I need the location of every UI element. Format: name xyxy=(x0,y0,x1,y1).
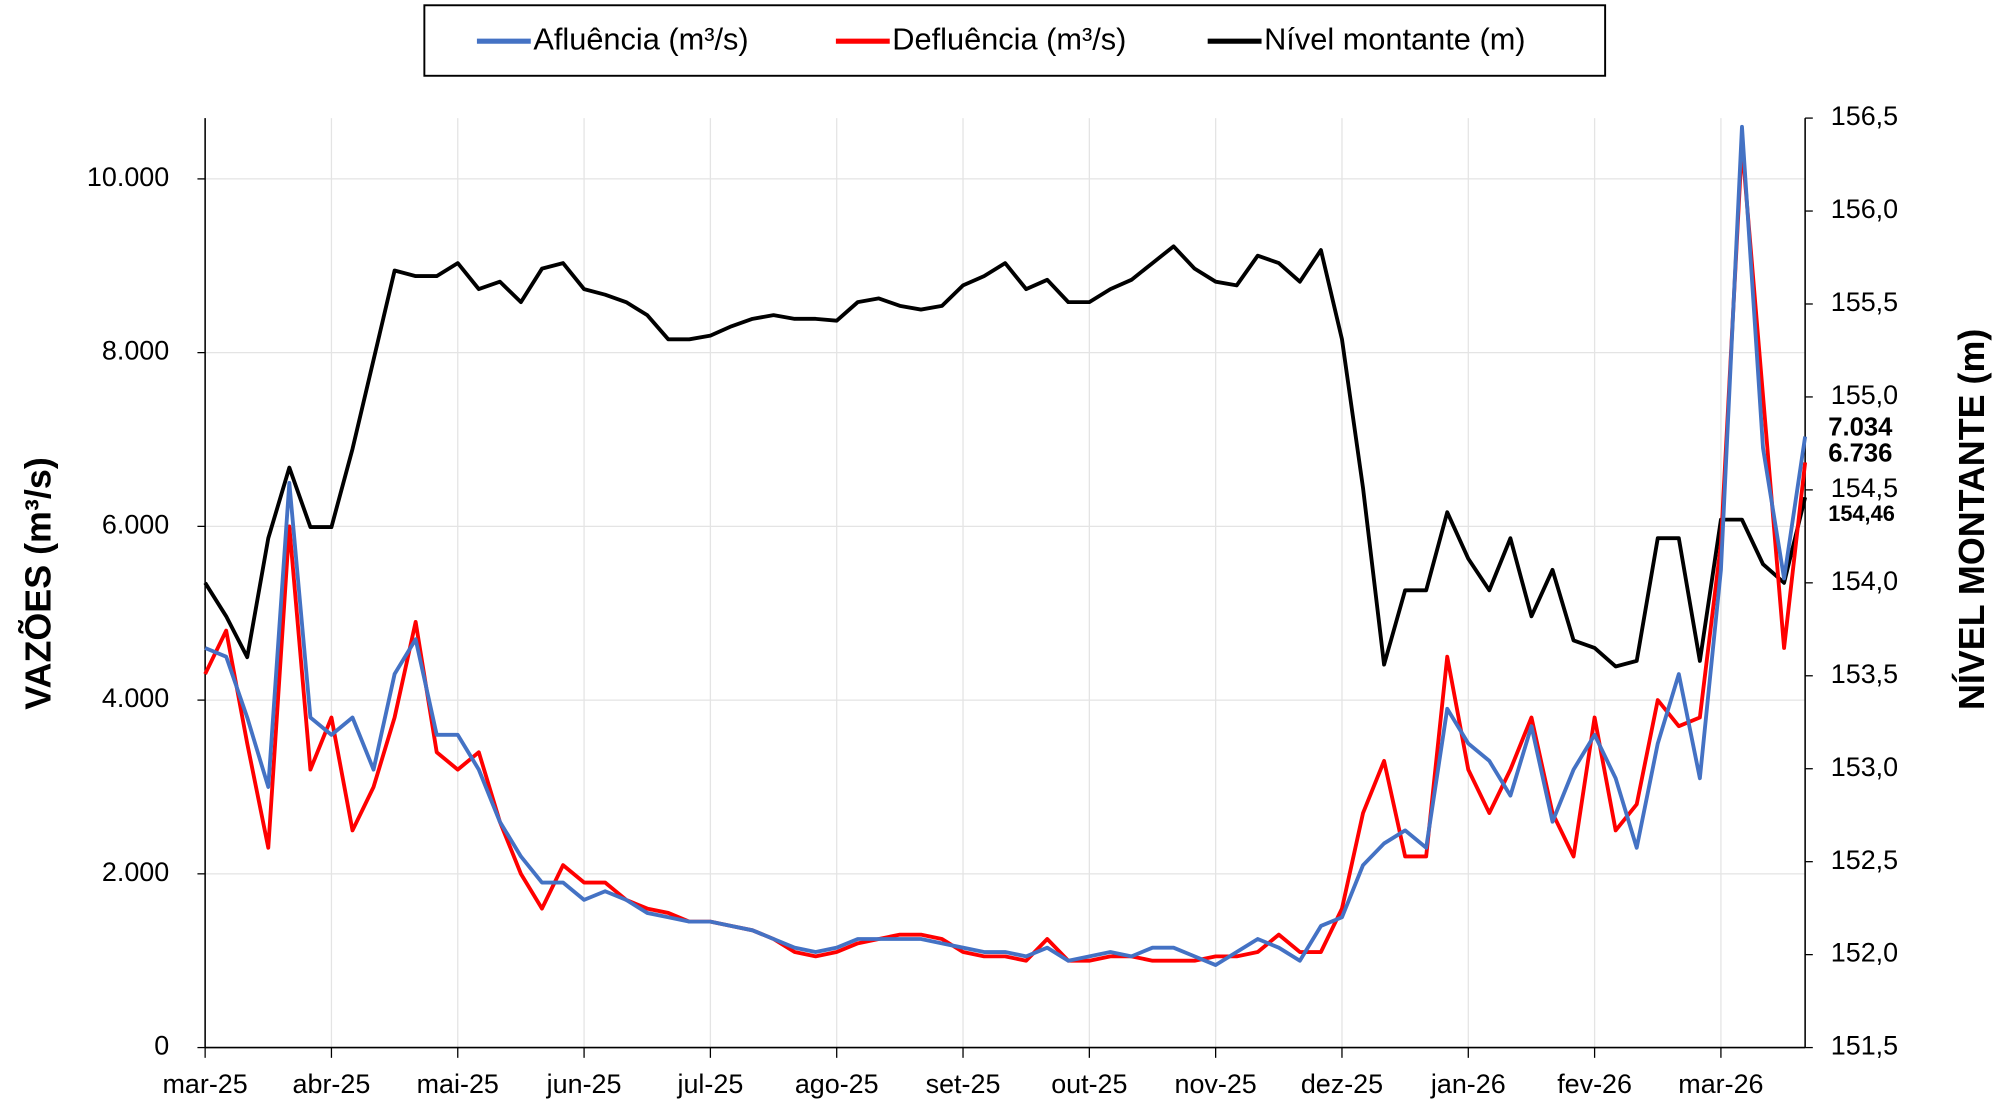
x-tick-label: jan-26 xyxy=(1430,1069,1506,1099)
value-label: 6.736 xyxy=(1828,440,1892,468)
legend-label: Defluência (m³/s) xyxy=(892,21,1126,56)
x-tick-label: out-25 xyxy=(1051,1069,1127,1099)
y-tick-label: 4.000 xyxy=(102,683,169,713)
legend-label: Nível montante (m) xyxy=(1264,21,1525,56)
x-tick-label: jun-25 xyxy=(546,1069,622,1099)
series-line xyxy=(203,142,1808,963)
x-tick-label: abr-25 xyxy=(293,1069,371,1099)
y2-tick-label: 152,5 xyxy=(1831,845,1898,875)
x-tick-label: mar-25 xyxy=(163,1069,248,1099)
x-tick-label: mar-26 xyxy=(1678,1069,1763,1099)
value-label: 7.034 xyxy=(1828,414,1893,442)
y-tick-label: 6.000 xyxy=(102,509,169,539)
y2-tick-label: 153,0 xyxy=(1831,752,1898,782)
legend-box xyxy=(423,4,1607,77)
y2-tick-label: 152,0 xyxy=(1831,938,1898,968)
x-tick-label: dez-25 xyxy=(1301,1069,1383,1099)
series-line xyxy=(203,244,1807,669)
y-tick-label: 2.000 xyxy=(102,857,169,887)
y-tick-label: 8.000 xyxy=(102,336,169,366)
y2-tick-label: 154,0 xyxy=(1831,566,1898,596)
y2-tick-label: 153,5 xyxy=(1831,659,1898,689)
x-tick-label: set-25 xyxy=(926,1069,1001,1099)
y2-tick-label: 151,5 xyxy=(1831,1031,1898,1061)
y2-tick-label: 155,5 xyxy=(1831,287,1898,317)
x-tick-label: mai-25 xyxy=(417,1069,499,1099)
legend-label: Afluência (m³/s) xyxy=(533,21,748,56)
series-line xyxy=(204,124,1808,967)
y2-tick-label: 154,5 xyxy=(1831,473,1898,503)
value-label: 154,46 xyxy=(1828,501,1895,526)
y-tick-label: 10.000 xyxy=(87,162,169,192)
x-tick-label: ago-25 xyxy=(795,1069,879,1099)
x-tick-label: nov-25 xyxy=(1175,1069,1257,1099)
x-tick-label: jul-25 xyxy=(676,1069,743,1099)
y-tick-label: 0 xyxy=(154,1031,169,1061)
y2-tick-label: 155,0 xyxy=(1831,380,1898,410)
y-axis-title: VAZÕES (m³/s) xyxy=(19,457,59,709)
y2-tick-label: 156,5 xyxy=(1831,101,1898,131)
y2-axis-title: NÍVEL MONTANTE (m) xyxy=(1952,329,1992,710)
y2-tick-label: 156,0 xyxy=(1831,194,1898,224)
x-tick-label: fev-26 xyxy=(1557,1069,1632,1099)
